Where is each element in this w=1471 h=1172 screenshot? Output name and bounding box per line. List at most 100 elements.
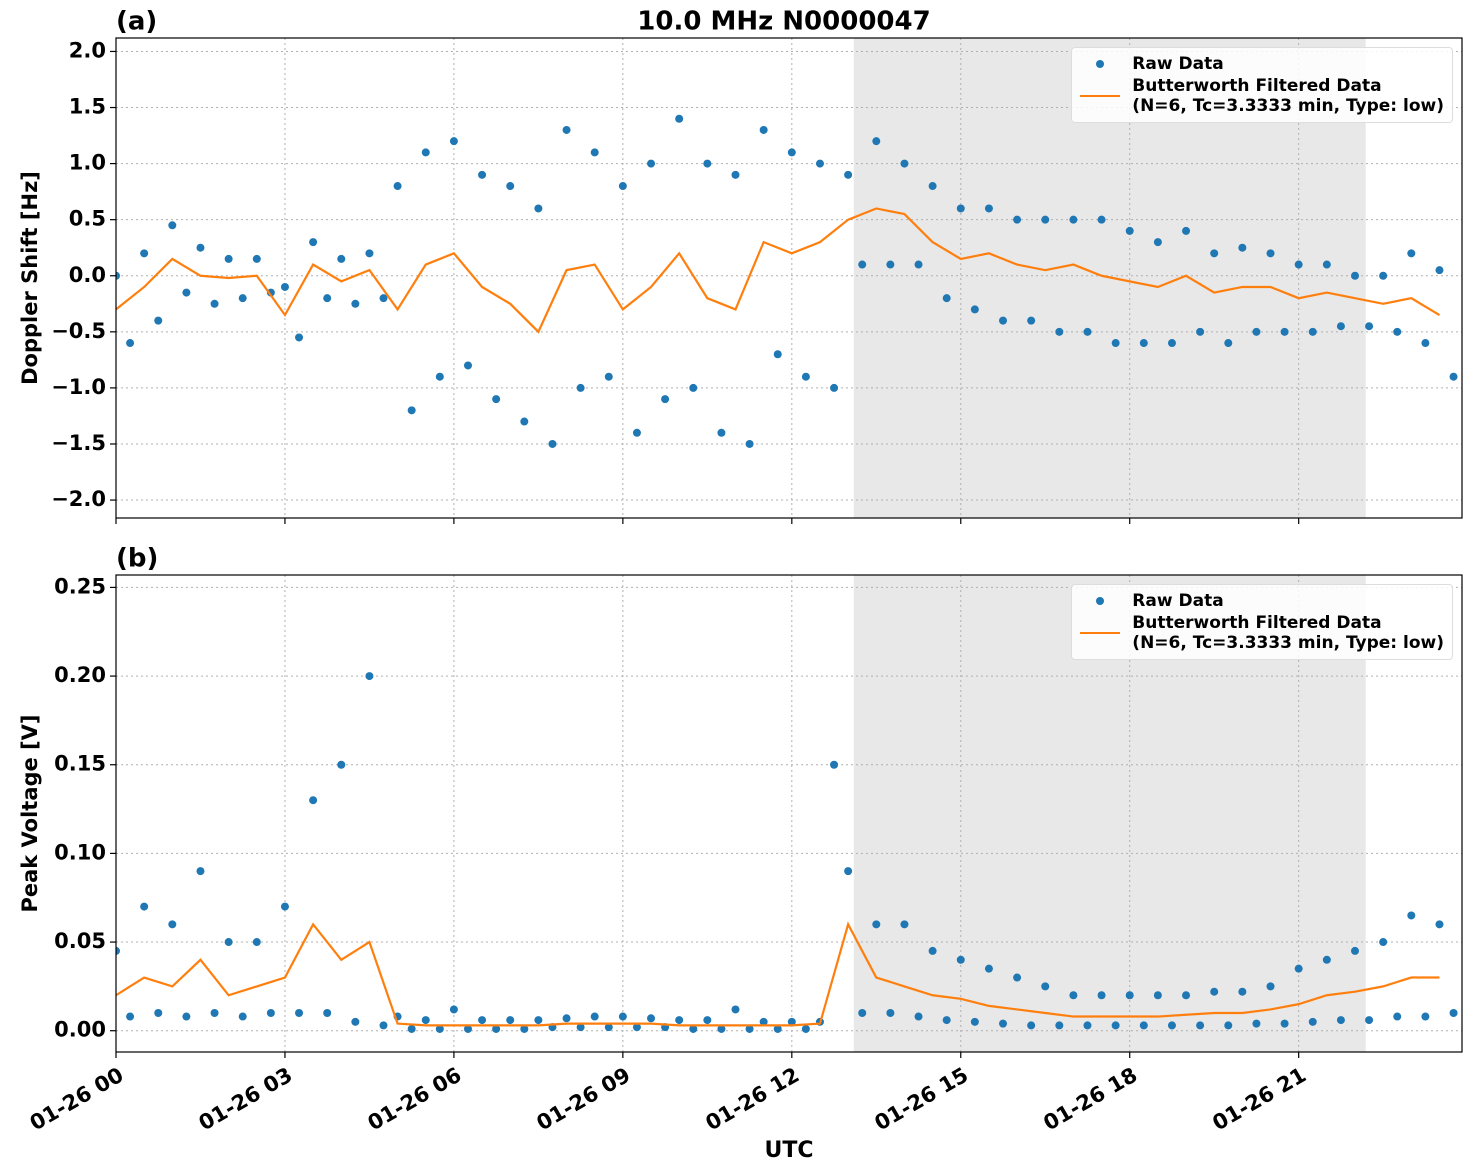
data-point <box>872 920 881 929</box>
data-point <box>1055 327 1064 336</box>
data-point <box>309 796 318 805</box>
data-point <box>703 1016 712 1025</box>
data-point <box>506 182 515 191</box>
data-point <box>1153 991 1162 1000</box>
data-point <box>168 221 177 230</box>
data-point <box>379 294 388 303</box>
data-point <box>309 238 318 247</box>
data-point <box>661 395 670 404</box>
data-point <box>1435 266 1444 275</box>
data-point <box>886 260 895 269</box>
data-point <box>238 1012 247 1021</box>
data-point <box>280 902 289 911</box>
x-tick-label: 01-26 21 <box>1208 1063 1310 1136</box>
data-point <box>632 428 641 437</box>
y-tick-label: 0.05 <box>54 929 106 953</box>
x-tick-label: 01-26 09 <box>533 1063 635 1136</box>
data-point <box>590 148 599 157</box>
data-point <box>689 1024 698 1033</box>
data-point <box>1238 243 1247 252</box>
data-point <box>421 1016 430 1025</box>
legend-key <box>1080 54 1120 74</box>
data-point <box>1393 327 1402 336</box>
data-point <box>590 1012 599 1021</box>
data-point <box>224 254 233 263</box>
data-point <box>393 182 402 191</box>
data-point <box>858 260 867 269</box>
data-point <box>449 1005 458 1014</box>
x-tick-label: 01-26 00 <box>26 1063 128 1136</box>
data-point <box>1097 991 1106 1000</box>
y-tick-label: −2.0 <box>51 487 106 511</box>
data-point <box>928 946 937 955</box>
data-point <box>1350 271 1359 280</box>
data-point <box>280 282 289 291</box>
data-point <box>351 1017 360 1026</box>
data-point <box>407 1024 416 1033</box>
data-point <box>956 955 965 964</box>
data-point <box>1280 327 1289 336</box>
legend-label: Butterworth Filtered Data (N=6, Tc=3.333… <box>1132 76 1444 116</box>
data-point <box>844 170 853 179</box>
data-point <box>548 439 557 448</box>
data-point <box>478 1016 487 1025</box>
data-point <box>266 1008 275 1017</box>
data-point <box>196 243 205 252</box>
data-point <box>1238 987 1247 996</box>
data-point <box>1013 215 1022 224</box>
x-tick-label: 01-26 03 <box>195 1063 297 1136</box>
data-point <box>1182 991 1191 1000</box>
legend-label: Raw Data <box>1132 591 1224 611</box>
data-point <box>1294 260 1303 269</box>
data-point <box>914 1012 923 1021</box>
legend-entry: Butterworth Filtered Data (N=6, Tc=3.333… <box>1080 76 1444 116</box>
y-tick-label: 0.0 <box>69 263 106 287</box>
data-point <box>1224 1021 1233 1030</box>
legend-label: Butterworth Filtered Data (N=6, Tc=3.333… <box>1132 613 1444 653</box>
data-point <box>830 383 839 392</box>
data-point <box>140 902 149 911</box>
data-point <box>970 1017 979 1026</box>
y-tick-label: −1.0 <box>51 375 106 399</box>
data-point <box>1421 339 1430 348</box>
legend: Raw Data Butterworth Filtered Data (N=6, … <box>1071 47 1453 123</box>
data-point <box>773 1024 782 1033</box>
filtered-line <box>116 921 1440 1027</box>
data-point <box>1379 271 1388 280</box>
data-point <box>126 339 135 348</box>
y-tick-label: 0.20 <box>54 663 106 687</box>
data-point <box>520 417 529 426</box>
data-point <box>1407 249 1416 258</box>
data-point <box>1322 955 1331 964</box>
data-point <box>632 1023 641 1032</box>
data-point <box>731 170 740 179</box>
data-point <box>1111 1021 1120 1030</box>
data-point <box>534 1016 543 1025</box>
data-point <box>1266 249 1275 258</box>
data-point <box>238 294 247 303</box>
data-point <box>942 294 951 303</box>
data-point <box>1252 1019 1261 1028</box>
data-point <box>914 260 923 269</box>
data-point <box>1421 1012 1430 1021</box>
data-point <box>1153 238 1162 247</box>
x-tick-label: 01-26 12 <box>702 1063 804 1136</box>
data-point <box>1210 249 1219 258</box>
x-tick-label: 01-26 18 <box>1039 1063 1141 1136</box>
data-point <box>252 938 261 947</box>
legend-key <box>1080 591 1120 611</box>
data-point <box>1280 1019 1289 1028</box>
data-point <box>1083 1021 1092 1030</box>
data-point <box>618 1012 627 1021</box>
data-point <box>534 204 543 213</box>
x-axis-label: UTC <box>764 1138 813 1163</box>
data-point <box>116 271 120 280</box>
data-point <box>1125 991 1134 1000</box>
legend: Raw Data Butterworth Filtered Data (N=6, … <box>1071 584 1453 660</box>
data-point <box>210 1008 219 1017</box>
data-point <box>942 1016 951 1025</box>
data-point <box>1055 1021 1064 1030</box>
data-point <box>999 1019 1008 1028</box>
data-point <box>562 125 571 134</box>
